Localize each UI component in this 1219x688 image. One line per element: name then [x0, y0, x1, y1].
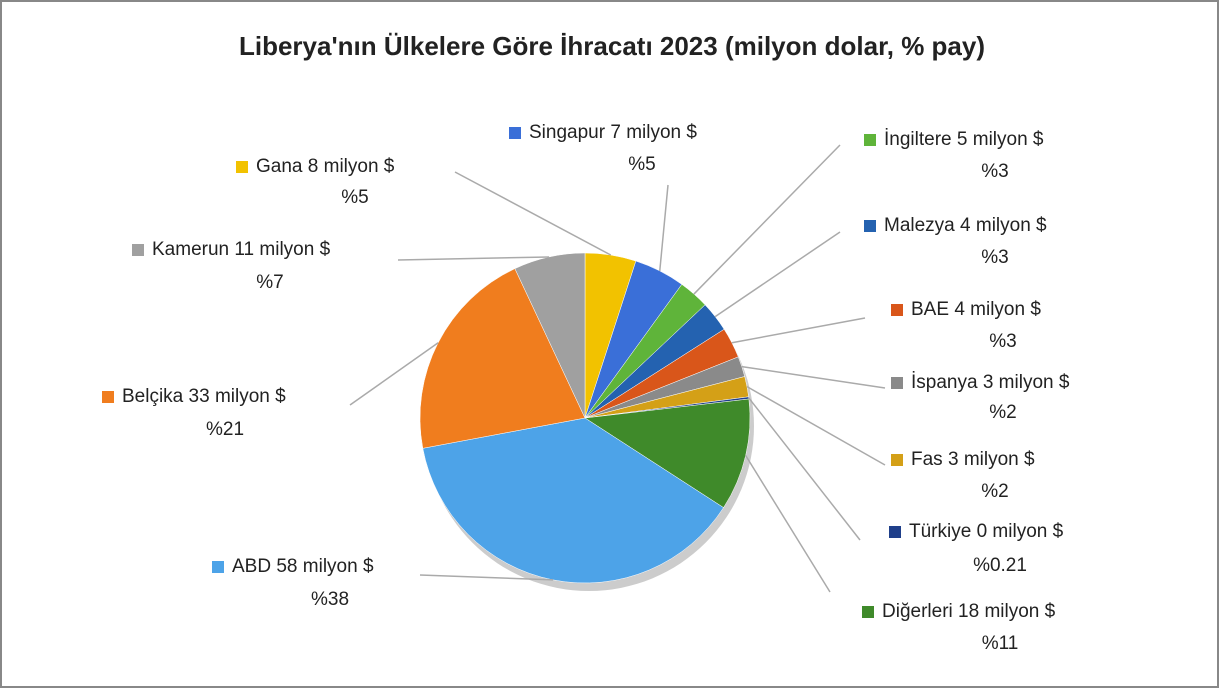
leader-line	[731, 317, 866, 344]
amount-label: 3 milyon $	[948, 449, 1035, 470]
pie-slice	[584, 398, 751, 508]
data-label: İspanya 3 milyon $	[911, 372, 1070, 393]
amount-label: 58 milyon $	[276, 556, 374, 577]
legend-swatch	[889, 526, 901, 538]
leader-line	[745, 455, 831, 593]
legend-swatch	[891, 304, 903, 316]
amount-label: 4 milyon $	[960, 215, 1047, 236]
leader-line	[693, 144, 841, 295]
category-label: Malezya	[884, 215, 955, 236]
percent-label: %3	[989, 331, 1016, 352]
percent-label: %3	[981, 161, 1008, 182]
amount-label: 11 milyon $	[234, 239, 330, 260]
data-label: Gana 8 milyon $	[256, 156, 395, 177]
data-label: Diğerleri 18 milyon $	[882, 601, 1056, 622]
amount-label: 3 milyon $	[983, 372, 1070, 393]
leader-lines	[349, 144, 886, 593]
leader-line	[419, 574, 554, 581]
data-label: Belçika 33 milyon $	[122, 386, 286, 407]
chart-title: Liberya'nın Ülkelere Göre İhracatı 2023 …	[239, 31, 985, 61]
category-label: Gana	[256, 156, 303, 177]
legend-swatch	[891, 377, 903, 389]
legend-swatch	[864, 134, 876, 146]
amount-label: 8 milyon $	[308, 156, 395, 177]
legend-swatch	[862, 606, 874, 618]
amount-label: 33 milyon $	[189, 386, 287, 407]
percent-label: %2	[981, 481, 1008, 502]
data-label: Malezya 4 milyon $	[884, 215, 1047, 236]
category-label: İngiltere	[884, 129, 952, 150]
percent-label: %5	[341, 187, 368, 208]
category-label: Kamerun	[152, 239, 229, 260]
percent-label: %21	[206, 419, 244, 440]
leader-line	[454, 171, 612, 256]
percent-label: %5	[628, 154, 655, 175]
pie-slice	[419, 268, 586, 449]
data-label: Kamerun 11 milyon $	[152, 239, 331, 260]
legend-swatch	[102, 391, 114, 403]
leader-line	[397, 256, 550, 261]
percent-label: %0.21	[973, 555, 1027, 576]
amount-label: 7 milyon $	[610, 122, 697, 143]
percent-label: %2	[989, 402, 1016, 423]
percent-label: %3	[981, 247, 1008, 268]
category-label: Fas	[911, 449, 943, 470]
leader-line	[349, 342, 439, 406]
legend-swatch	[132, 244, 144, 256]
pie-slice	[422, 417, 724, 584]
legend-swatch	[864, 220, 876, 232]
leader-line	[714, 231, 841, 318]
data-label: Türkiye 0 milyon $	[909, 521, 1064, 542]
data-label: İngiltere 5 milyon $	[884, 129, 1044, 150]
category-label: Singapur	[529, 122, 606, 143]
legend-swatch	[509, 127, 521, 139]
category-label: BAE	[911, 299, 949, 320]
legend-swatch	[212, 561, 224, 573]
data-label: Fas 3 milyon $	[911, 449, 1035, 470]
data-label: Singapur 7 milyon $	[529, 122, 697, 143]
leader-line	[659, 184, 669, 271]
leader-line	[741, 365, 886, 389]
category-label: Belçika	[122, 386, 184, 407]
category-label: Diğerleri	[882, 601, 953, 622]
data-label: ABD 58 milyon $	[232, 556, 374, 577]
leader-line	[746, 385, 886, 466]
amount-label: 18 milyon $	[958, 601, 1056, 622]
amount-label: 4 milyon $	[954, 299, 1041, 320]
amount-label: 0 milyon $	[977, 521, 1064, 542]
percent-label: %7	[256, 272, 283, 293]
amount-label: 5 milyon $	[957, 129, 1044, 150]
legend-swatch	[891, 454, 903, 466]
legend-swatch	[236, 161, 248, 173]
category-label: ABD	[232, 556, 271, 577]
leader-line	[748, 397, 861, 541]
data-label: BAE 4 milyon $	[911, 299, 1041, 320]
category-label: İspanya	[911, 372, 978, 393]
pie-slice	[514, 252, 586, 419]
category-label: Türkiye	[909, 521, 971, 542]
percent-label: %11	[982, 633, 1019, 654]
percent-label: %38	[311, 589, 349, 610]
